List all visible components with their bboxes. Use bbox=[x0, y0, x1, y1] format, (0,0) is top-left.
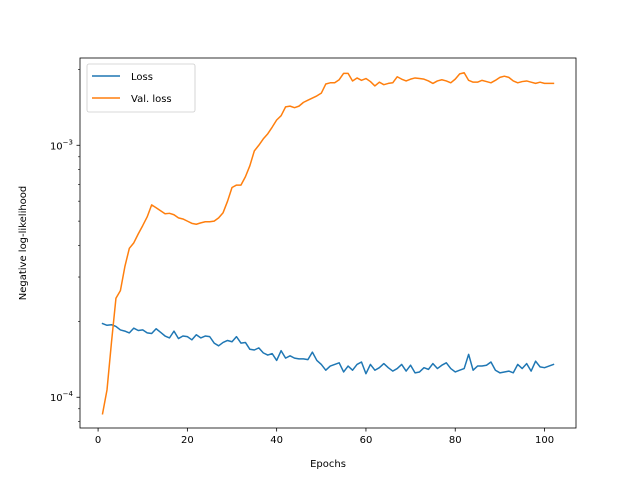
y-axis-ticks: 10−4 10−3 bbox=[50, 69, 80, 422]
plot-area bbox=[79, 57, 577, 429]
legend-label-0: Loss bbox=[131, 72, 153, 83]
x-tick-label: 20 bbox=[181, 435, 194, 446]
y-axis-label: Negative log-likelihood bbox=[18, 186, 29, 301]
series-layer bbox=[101, 72, 555, 415]
y-tick-label: 10−4 bbox=[50, 390, 74, 404]
legend-label-1: Val. loss bbox=[131, 94, 172, 105]
axes-frame bbox=[79, 57, 577, 429]
x-tick-label: 60 bbox=[360, 435, 373, 446]
x-tick-label: 100 bbox=[535, 435, 554, 446]
y-tick-label: 10−3 bbox=[50, 138, 73, 152]
x-tick-label: 0 bbox=[95, 435, 101, 446]
series-line-0 bbox=[101, 322, 555, 375]
series-line-1 bbox=[101, 72, 555, 415]
legend: Loss Val. loss bbox=[86, 63, 196, 113]
x-axis-label: Epochs bbox=[310, 459, 346, 470]
x-tick-label: 40 bbox=[270, 435, 283, 446]
x-axis-ticks: 0 20 40 60 80 100 bbox=[95, 428, 554, 446]
x-tick-label: 80 bbox=[449, 435, 462, 446]
